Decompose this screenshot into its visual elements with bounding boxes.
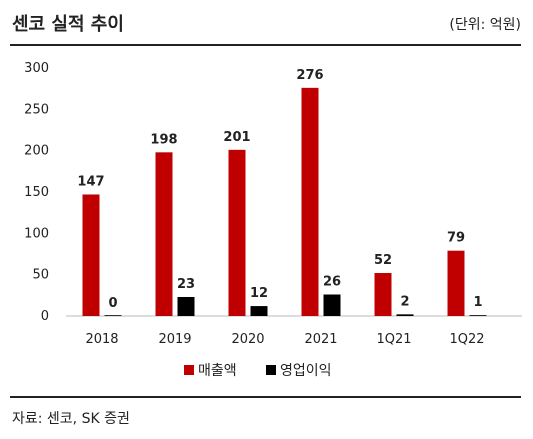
sales-value-label-1Q22: 79 [447,231,465,246]
op-profit-bar-2018 [104,315,122,316]
sales-bar-2019 [155,152,173,316]
op-profit-bar-1Q21 [396,314,414,316]
op-profit-bar-2020 [250,306,268,316]
y-tick-label: 100 [24,226,49,241]
legend-swatch-op-profit [266,365,276,375]
x-tick-label: 2020 [231,332,264,347]
op-profit-value-label-2019: 23 [177,277,195,292]
sales-bar-1Q22 [447,250,465,316]
sales-value-label-2020: 201 [223,130,250,145]
source-note: 자료: 센코, SK 증권 [12,411,130,427]
sales-bar-2021 [301,87,319,316]
sales-bar-1Q21 [374,273,392,316]
x-tick-label: 2021 [304,332,337,347]
op-profit-value-label-1Q21: 2 [400,294,409,309]
op-profit-value-label-1Q22: 1 [473,295,482,310]
sales-bar-2020 [228,149,246,316]
sales-value-label-2018: 147 [77,174,104,189]
unit-label: (단위: 억원) [449,17,521,33]
x-tick-label: 1Q21 [376,332,411,347]
y-tick-label: 150 [24,185,49,200]
y-tick-label: 200 [24,144,49,159]
x-tick-label: 1Q22 [449,332,484,347]
y-tick-label: 0 [41,309,49,324]
op-profit-bar-1Q22 [469,315,487,316]
op-profit-value-label-2021: 26 [323,275,341,290]
legend-swatch-sales [184,365,194,375]
x-tick-label: 2018 [85,332,118,347]
y-tick-label: 250 [24,102,49,117]
sales-value-label-2019: 198 [150,132,177,147]
legend: 매출액 영업이익 [184,363,332,379]
chart-title: 센코 실적 추이 [12,14,124,35]
sales-value-label-2021: 276 [296,68,323,83]
sales-value-label-1Q21: 52 [374,253,392,268]
top-rule [10,44,521,46]
sales-bar-2018 [82,194,100,316]
op-profit-value-label-2018: 0 [108,296,117,311]
legend-label-sales: 매출액 [198,363,237,379]
x-tick-label: 2019 [158,332,191,347]
op-profit-value-label-2020: 12 [250,286,268,301]
bars [82,87,487,316]
legend-label-op-profit: 영업이익 [280,363,332,379]
bottom-rule [10,396,521,398]
op-profit-bar-2019 [177,296,195,316]
y-axis-ticks: 0 50 100 150 200 250 300 [24,61,49,324]
x-axis-ticks: 2018 2019 2020 2021 1Q21 1Q22 [85,332,484,347]
op-profit-bar-2021 [323,294,341,316]
y-tick-label: 300 [24,61,49,76]
y-tick-label: 50 [32,268,49,283]
value-labels: 147 0 198 23 201 12 276 26 52 2 79 1 [77,68,482,311]
